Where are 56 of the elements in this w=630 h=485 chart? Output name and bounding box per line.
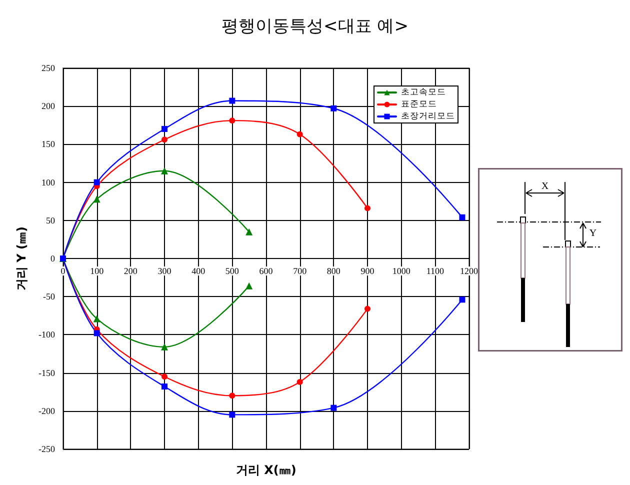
legend-label: 표준모드 [401,100,437,110]
x-tick-label: 700 [293,266,308,276]
y-tick-label: 250 [42,63,56,73]
point [364,306,370,312]
point [94,330,100,336]
y-tick-label: 100 [42,177,56,188]
x-tick-label: 900 [360,266,375,276]
text: X [541,181,550,192]
x-tick-label: 0 [60,266,66,276]
legend-label: 초고속모드 [401,88,446,98]
x-axis-title: 거리 X(㎜) [236,463,296,477]
y-tick-label: -250 [38,444,56,454]
x-tick-label: 100 [90,266,104,276]
point [162,136,168,143]
y-tick-label: 150 [42,139,56,150]
point [364,205,370,212]
chart-title: 평행이동특성<대표 예> [222,16,408,36]
x-tick-label: 600 [259,266,274,276]
legend-label: 초장거리모드 [401,112,455,122]
point [459,214,466,220]
x-tick-label: 200 [124,266,138,276]
y-tick-label: -50 [43,292,56,302]
point [296,378,303,385]
point [296,131,303,138]
y-tick-label: -200 [38,406,56,416]
x-tick-label: 800 [326,266,341,276]
point [330,105,337,112]
point [330,404,337,411]
point [94,179,100,186]
text: Y [589,228,597,239]
point [162,374,168,380]
point [93,196,100,203]
x-tick-label: 400 [192,266,206,276]
x-tick-label: 1200 [460,266,478,276]
y-tick-label: -100 [38,330,56,340]
x-tick-label: 500 [225,266,240,276]
y-axis-title: 거리 Y (㎜) [14,226,29,291]
y-tick-label: 200 [42,101,56,112]
point [246,282,253,290]
x-tick-label: 300 [158,266,172,276]
point [229,118,236,124]
y-tick-label: 0 [50,254,56,264]
point [161,167,168,174]
point [229,98,236,104]
point [229,412,236,418]
point [93,315,100,322]
point [162,126,168,132]
point [459,296,466,303]
x-tick-label: 1000 [392,266,411,276]
y-tick-label: 50 [46,215,56,226]
point [246,228,253,236]
x-tick-label: 1100 [426,266,444,276]
point [161,343,168,350]
y-tick-label: -150 [38,368,56,378]
point [162,384,168,390]
point [229,392,236,399]
